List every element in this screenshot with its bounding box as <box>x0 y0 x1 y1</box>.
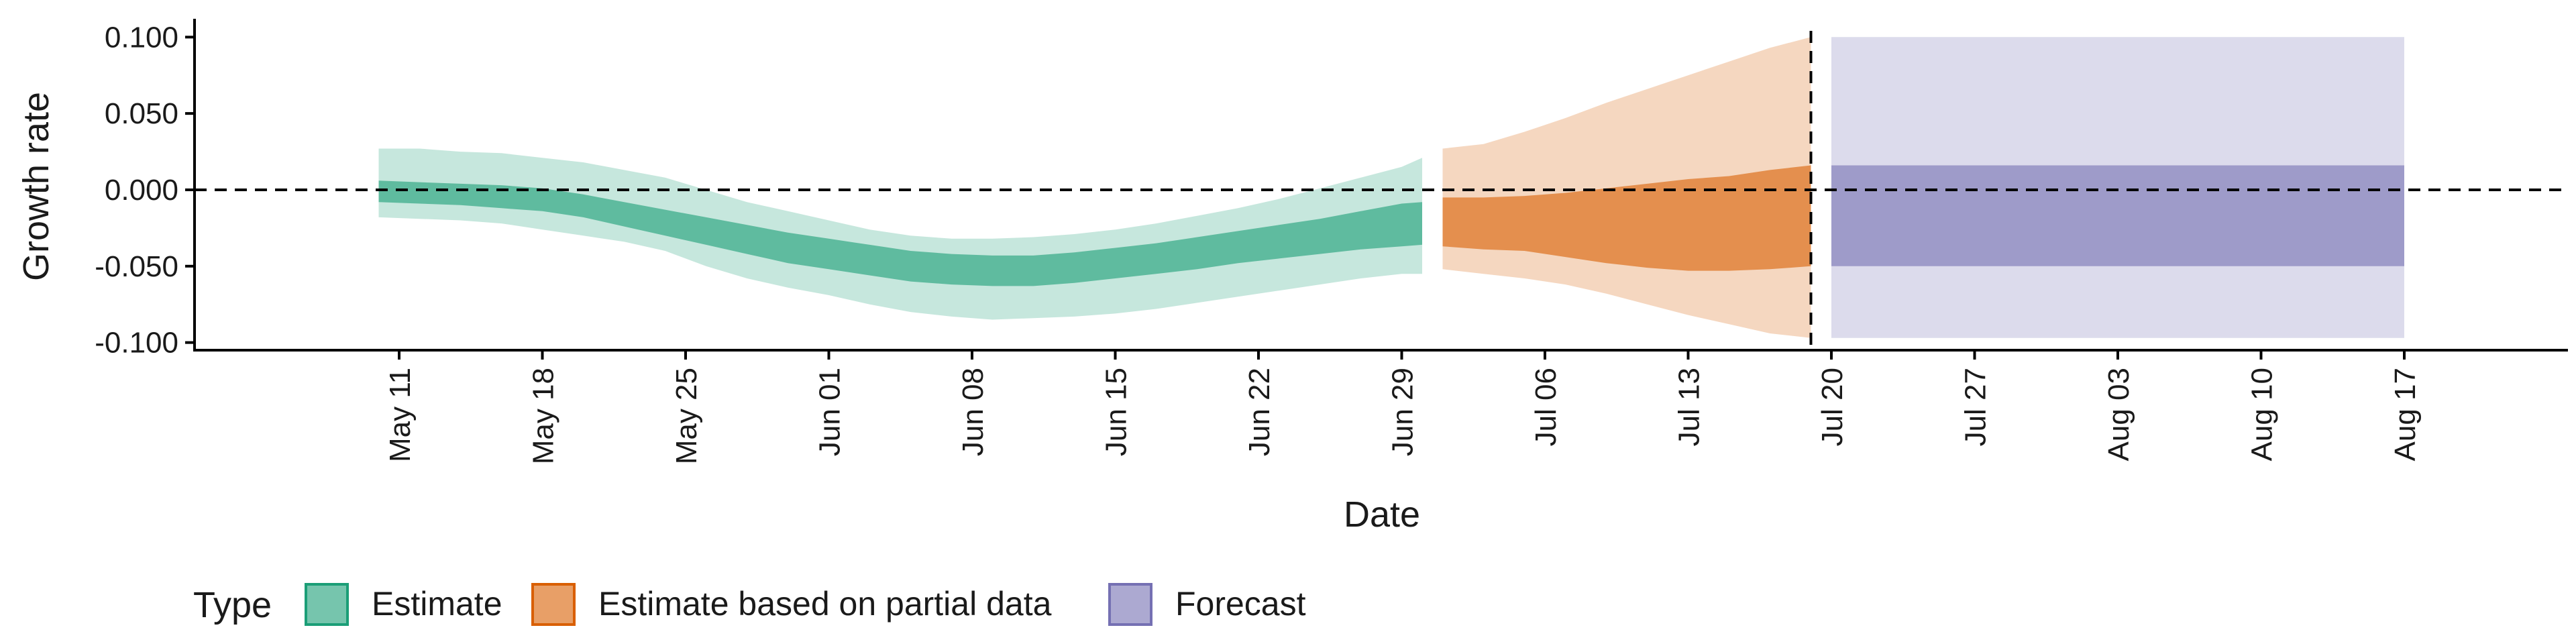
legend: Type Estimate Estimate based on partial … <box>193 583 1306 626</box>
axes <box>193 19 2568 352</box>
x-axis-title: Date <box>1344 494 1420 535</box>
x-tick-label: Jun 01 <box>814 368 847 456</box>
x-tick-label: Aug 10 <box>2246 368 2279 461</box>
x-tick-label: May 25 <box>670 368 703 464</box>
x-tick-label: Jul 27 <box>1960 368 1992 446</box>
x-tick-label: May 11 <box>384 368 417 462</box>
x-tick-label: Jul 13 <box>1673 368 1706 446</box>
ticks: -0.100 -0.050 0.000 0.050 0.100 May 11 May 18 M… <box>95 21 2422 464</box>
x-tick-label: May 18 <box>527 368 560 464</box>
legend-label-estimate: Estimate <box>372 585 502 623</box>
y-tick-label: -0.100 <box>95 327 178 360</box>
legend-title: Type <box>193 585 272 625</box>
y-tick-label: 0.000 <box>105 174 178 207</box>
y-tick-label: 0.100 <box>105 21 178 54</box>
legend-swatch-estimate <box>305 583 349 626</box>
y-axis-title: Growth rate <box>16 92 56 281</box>
estimate-partial-band-50 <box>1442 165 1811 271</box>
legend-item-estimate: Estimate <box>305 583 502 626</box>
x-tick-label: Jun 15 <box>1100 368 1133 456</box>
estimate-band-50 <box>378 180 1422 286</box>
estimate-band-90 <box>378 148 1422 320</box>
y-tick-label: -0.050 <box>95 250 178 283</box>
x-tick-label: Aug 03 <box>2102 368 2135 461</box>
x-tick-label: Jun 29 <box>1387 368 1419 456</box>
legend-item-forecast: Forecast <box>1108 583 1306 626</box>
x-tick-label: Jun 22 <box>1243 368 1276 456</box>
reference-lines <box>195 31 2568 350</box>
legend-swatch-estimate-partial <box>531 583 576 626</box>
x-tick-label: Aug 17 <box>2389 368 2422 461</box>
legend-swatch-forecast <box>1108 583 1152 626</box>
x-tick-label: Jun 08 <box>957 368 989 456</box>
ribbon-layer <box>378 37 2404 338</box>
x-tick-label: Jul 20 <box>1816 368 1849 446</box>
x-tick-label: Jul 06 <box>1529 368 1562 446</box>
legend-item-estimate-partial: Estimate based on partial data <box>531 583 1052 626</box>
forecast-band-50 <box>1831 165 2404 266</box>
y-tick-label: 0.050 <box>105 97 178 130</box>
legend-label-estimate-partial: Estimate based on partial data <box>598 585 1052 623</box>
legend-label-forecast: Forecast <box>1175 585 1306 623</box>
